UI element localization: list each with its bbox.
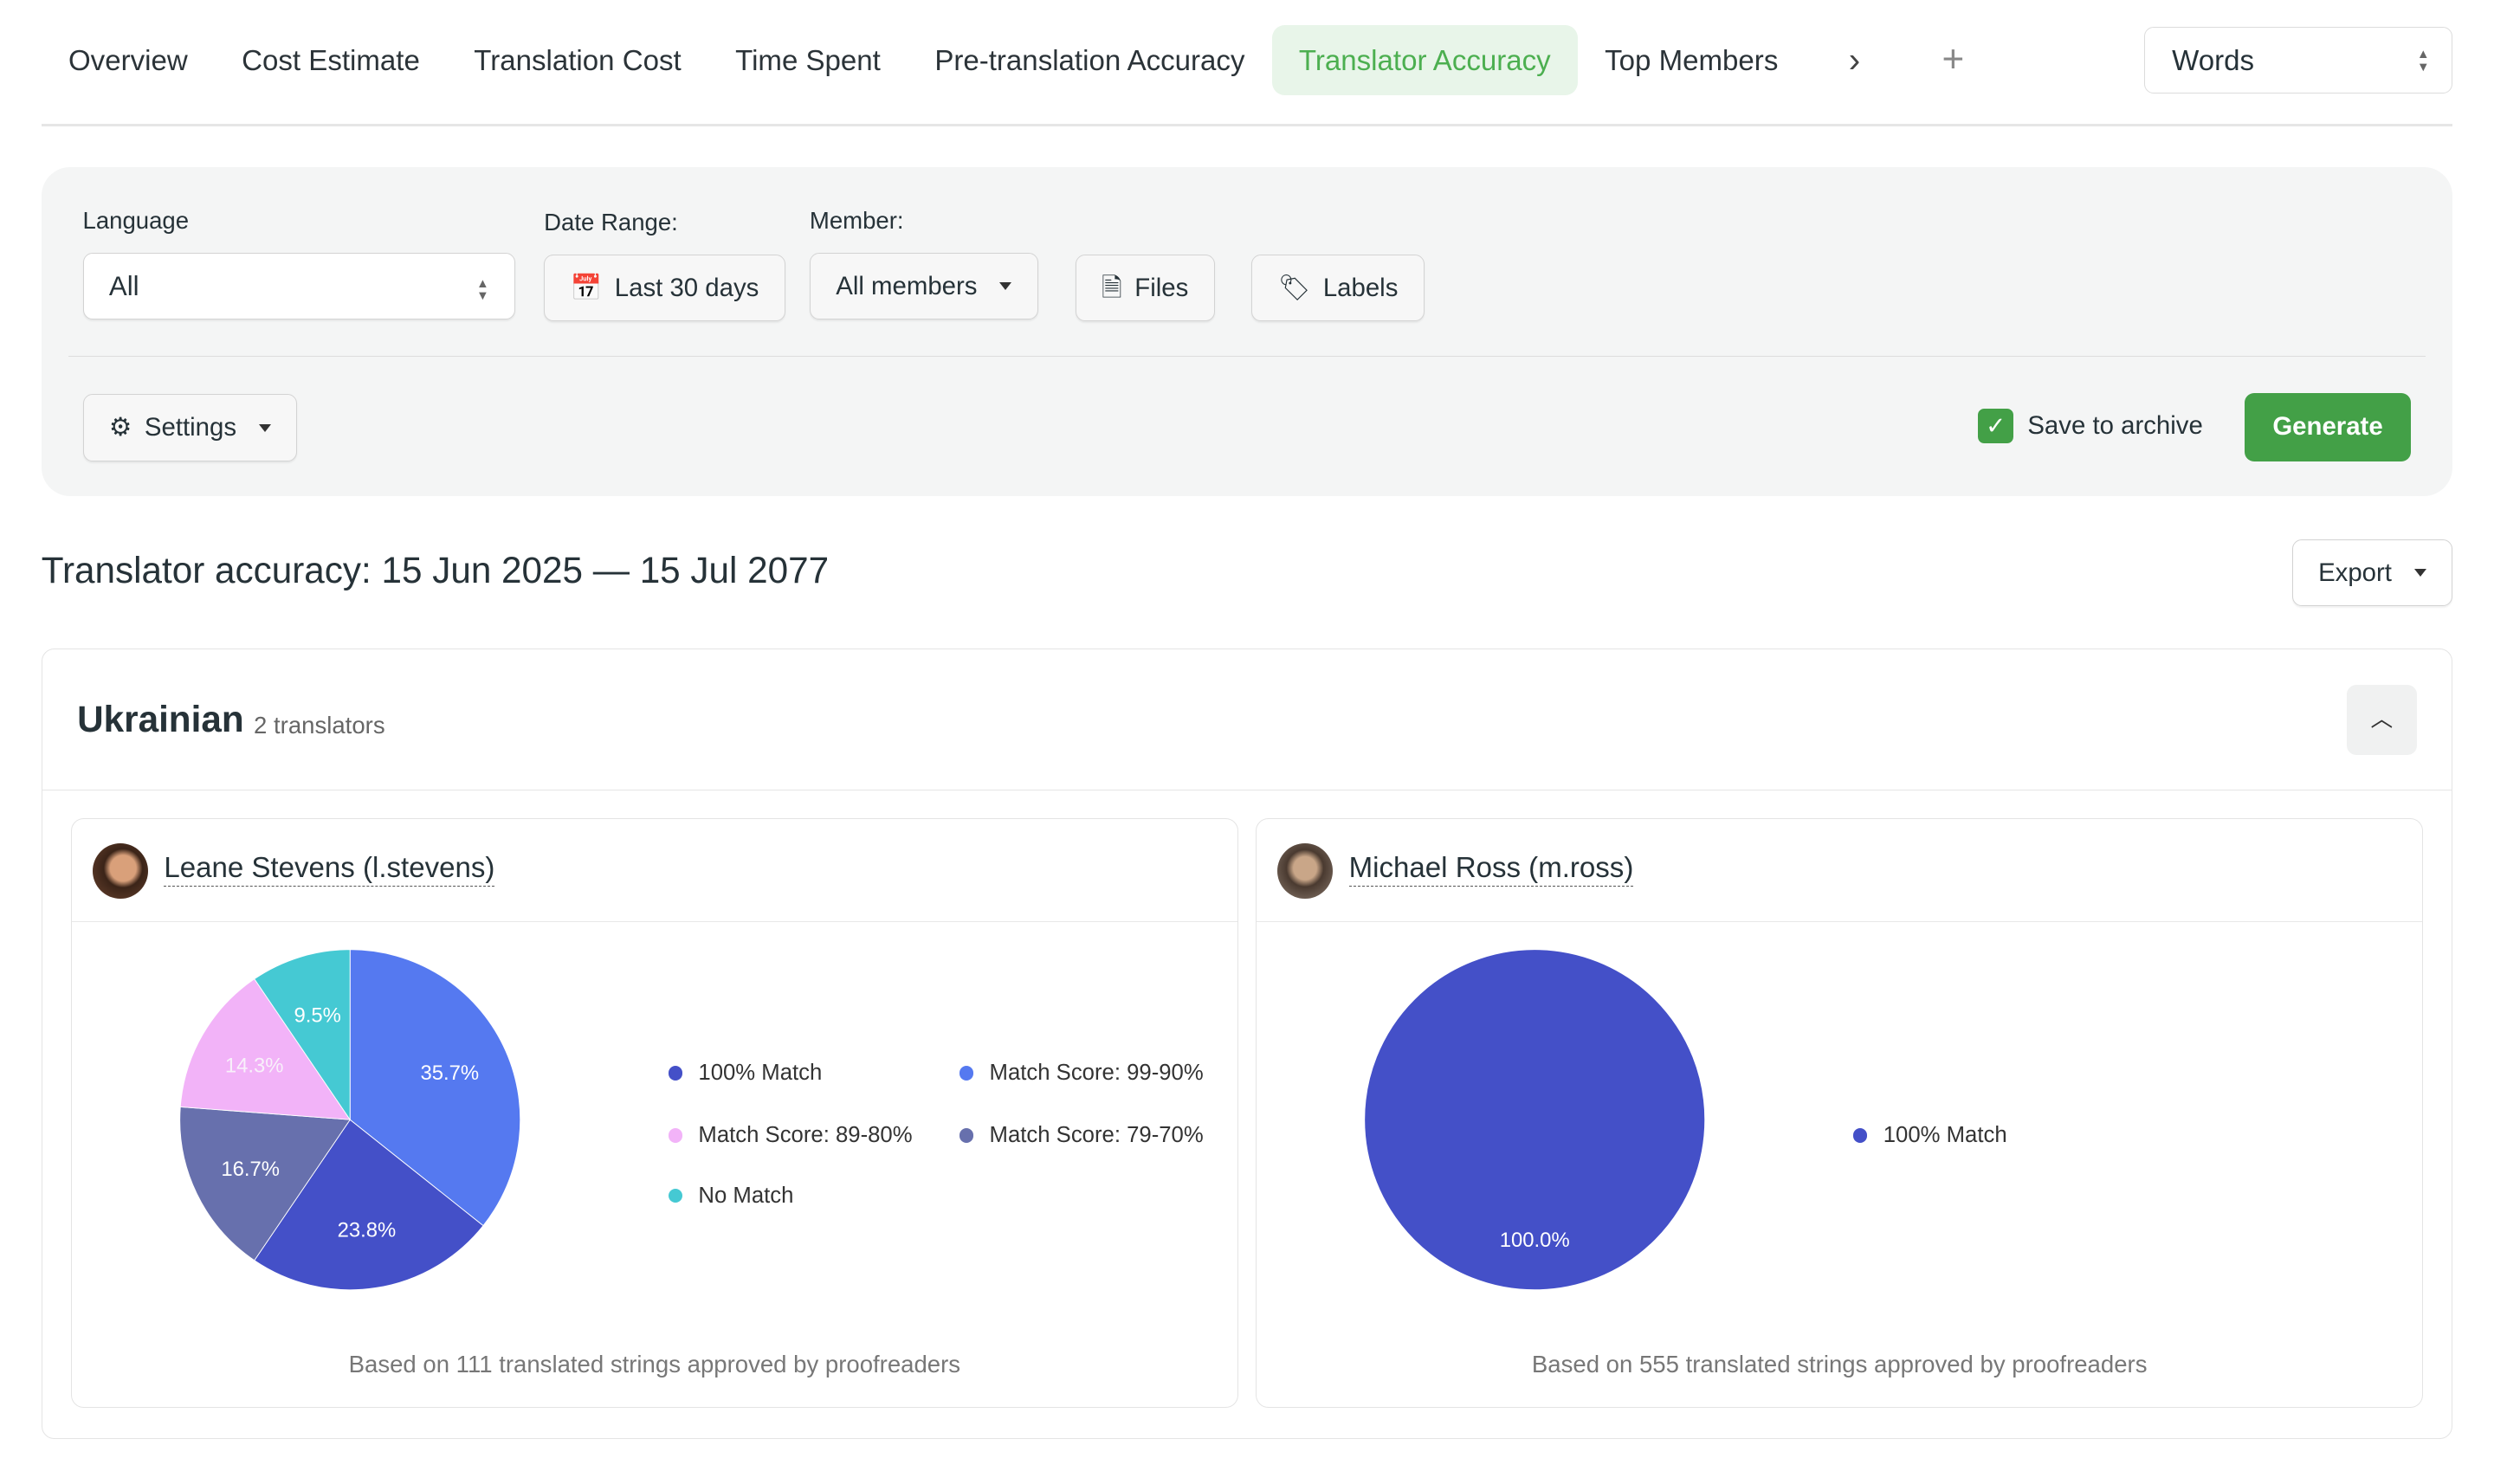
- slice-label: 16.7%: [221, 1158, 280, 1181]
- generate-button[interactable]: Generate: [2244, 392, 2412, 461]
- tab-translation-cost[interactable]: Translation Cost: [474, 45, 682, 78]
- legend-dot-icon: [668, 1188, 683, 1203]
- legend-dot-icon: [959, 1066, 974, 1081]
- export-label: Export: [2318, 558, 2392, 587]
- pie-chart: 35.7% 23.8% 16.7% 14.3% 9.5%: [179, 949, 521, 1291]
- pie-slice[interactable]: [254, 949, 351, 1121]
- tab-overview[interactable]: Overview: [68, 45, 188, 78]
- card-header: Michael Ross (m.ross): [1257, 819, 2423, 922]
- chart-footer: Based on 555 translated strings approved…: [1531, 1350, 2148, 1378]
- files-button[interactable]: 🗎 Files: [1075, 254, 1215, 321]
- calendar-icon: 📅: [570, 273, 603, 302]
- checkmark-icon: ✓: [1978, 409, 2013, 444]
- tab-cost-estimate[interactable]: Cost Estimate: [242, 45, 420, 78]
- translator-count: 2 translators: [254, 711, 385, 739]
- avatar: [92, 842, 148, 899]
- tab-time-spent[interactable]: Time Spent: [735, 45, 881, 78]
- legend-label: Match Score: 79-70%: [989, 1122, 1204, 1147]
- legend-item[interactable]: Match Score: 99-90%: [959, 1061, 1204, 1086]
- date-range-value: Last 30 days: [614, 273, 759, 302]
- legend-dot-icon: [1852, 1128, 1868, 1143]
- date-range-button[interactable]: 📅 Last 30 days: [544, 254, 785, 321]
- pie-slice[interactable]: [179, 978, 352, 1120]
- gear-icon: ⚙: [108, 413, 132, 442]
- pie-slice[interactable]: [179, 1106, 352, 1261]
- unit-select-value: Words: [2172, 45, 2254, 78]
- chart-footer: Based on 111 translated strings approved…: [348, 1350, 961, 1378]
- legend-label: Match Score: 89-80%: [698, 1122, 913, 1147]
- language-name: Ukrainian: [77, 699, 244, 740]
- pie-slice[interactable]: [254, 1119, 484, 1291]
- save-to-archive-label: Save to archive: [2027, 411, 2203, 441]
- unit-select[interactable]: Words ▲ ▼: [2143, 27, 2453, 94]
- legend-label: 100% Match: [1883, 1122, 2007, 1147]
- divider: [68, 356, 2426, 357]
- chevron-up-icon: ︿: [2370, 707, 2394, 732]
- labels-button[interactable]: 🏷 Labels: [1251, 254, 1425, 321]
- files-label: Files: [1134, 273, 1189, 302]
- translator-card: Leane Stevens (l.stevens) 35.7% 23.8% 16.7…: [70, 818, 1238, 1409]
- slice-label: 9.5%: [294, 1003, 340, 1027]
- file-icon: 🗎: [1101, 273, 1122, 302]
- language-label: Language: [82, 206, 190, 234]
- tab-translator-accuracy[interactable]: Translator Accuracy: [1271, 25, 1578, 96]
- legend-item[interactable]: Match Score: 79-70%: [959, 1123, 1204, 1148]
- member-dropdown[interactable]: All members: [809, 253, 1038, 320]
- legend-item[interactable]: Match Score: 89-80%: [668, 1122, 913, 1148]
- export-button[interactable]: Export: [2291, 539, 2453, 606]
- legend-item[interactable]: No Match: [668, 1183, 794, 1209]
- caret-down-icon: [999, 282, 1012, 290]
- legend-label: No Match: [698, 1183, 794, 1208]
- caret-down-icon: [2413, 568, 2426, 577]
- labels-label: Labels: [1322, 273, 1399, 302]
- chevron-right-icon[interactable]: ›: [1848, 40, 1861, 81]
- date-range-label: Date Range:: [544, 208, 678, 236]
- pie-slice[interactable]: [1364, 949, 1706, 1291]
- slice-label: 100.0%: [1500, 1229, 1570, 1252]
- user-name-link[interactable]: Michael Ross (m.ross): [1348, 851, 1634, 887]
- slice-label: 14.3%: [225, 1054, 284, 1077]
- collapse-button[interactable]: ︿: [2346, 684, 2417, 755]
- save-to-archive-checkbox[interactable]: ✓ Save to archive: [1978, 409, 2203, 444]
- caret-down-icon: [258, 423, 271, 432]
- language-group: Ukrainian 2 translators ︿ Leane Stevens …: [41, 648, 2453, 1440]
- member-label: Member:: [809, 206, 904, 234]
- filters-panel: Language Date Range: Member: All ▲ ▼ 📅 Last…: [41, 166, 2453, 497]
- tab-top-members[interactable]: Top Members: [1605, 45, 1779, 78]
- legend-dot-icon: [668, 1128, 683, 1143]
- language-value: All: [108, 271, 139, 302]
- legend-dot-icon: [959, 1128, 974, 1143]
- plus-icon[interactable]: +: [1942, 38, 1965, 81]
- slice-label: 23.8%: [338, 1219, 397, 1242]
- pie-chart: 100.0%: [1364, 949, 1706, 1291]
- legend-label: Match Score: 99-90%: [989, 1061, 1204, 1086]
- settings-button[interactable]: ⚙ Settings: [82, 394, 298, 461]
- pie-slice[interactable]: [349, 949, 521, 1227]
- legend-dot-icon: [668, 1066, 683, 1081]
- avatar: [1277, 842, 1334, 899]
- card-header: Leane Stevens (l.stevens): [71, 819, 1237, 922]
- legend-label: 100% Match: [698, 1061, 823, 1086]
- sort-arrows-icon: ▲ ▼: [2416, 48, 2430, 74]
- group-header: Ukrainian 2 translators ︿: [42, 649, 2452, 790]
- member-value: All members: [836, 272, 978, 301]
- translator-card: Michael Ross (m.ross) 100.0% Based on 55…: [1256, 818, 2424, 1409]
- page-title: Translator accuracy: 15 Jun 2025 — 15 Ju…: [41, 550, 830, 591]
- language-select[interactable]: All ▲ ▼: [82, 253, 516, 320]
- tag-icon: 🏷: [1277, 273, 1311, 302]
- user-name-link[interactable]: Leane Stevens (l.stevens): [164, 851, 495, 887]
- legend-item[interactable]: 100% Match: [1852, 1122, 2007, 1148]
- legend-item[interactable]: 100% Match: [668, 1061, 823, 1086]
- sort-arrows-icon: ▲ ▼: [476, 276, 489, 304]
- report-tabs: Overview Cost Estimate Translation Cost …: [41, 25, 2453, 127]
- slice-label: 35.7%: [420, 1061, 479, 1085]
- settings-label: Settings: [144, 413, 237, 442]
- tab-pre-translation-accuracy[interactable]: Pre-translation Accuracy: [934, 45, 1245, 78]
